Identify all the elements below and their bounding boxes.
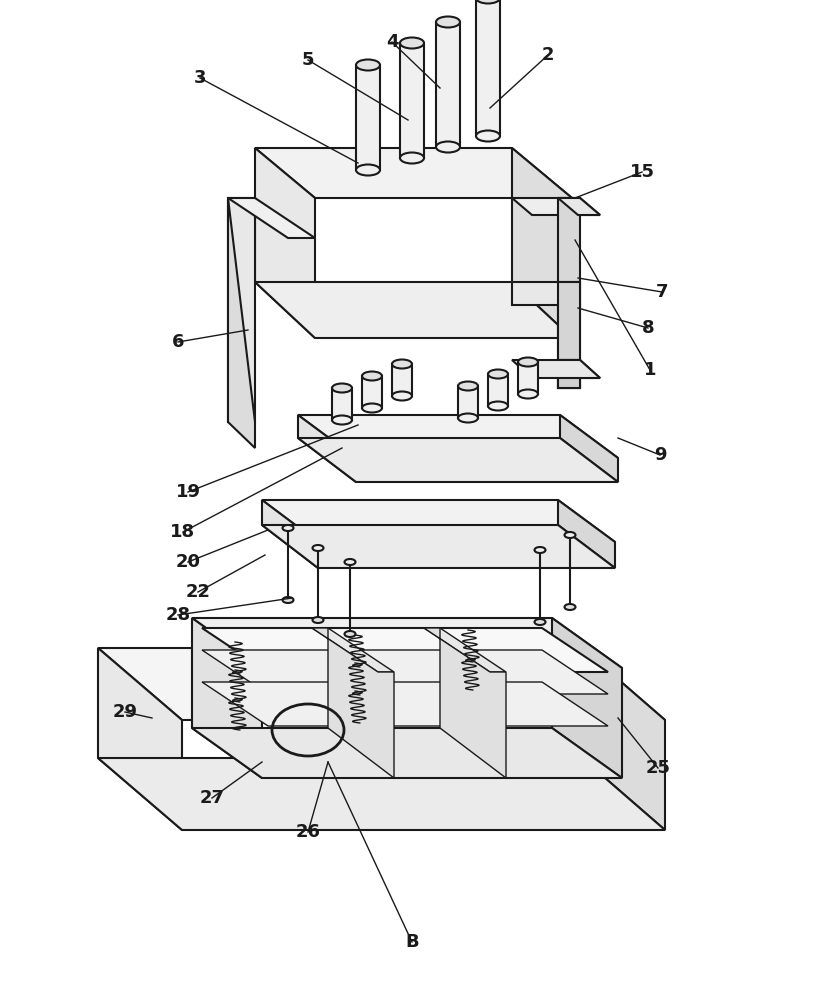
Polygon shape [424,628,506,778]
Ellipse shape [356,60,380,70]
Text: 6: 6 [172,333,184,351]
Polygon shape [400,43,424,158]
Polygon shape [362,376,382,408]
Polygon shape [312,628,394,778]
Text: 9: 9 [654,446,666,464]
Text: 20: 20 [175,553,200,571]
Ellipse shape [488,369,508,378]
Polygon shape [558,360,600,378]
Text: B: B [405,933,419,951]
Polygon shape [298,415,618,458]
Polygon shape [436,22,460,147]
Text: 3: 3 [194,69,206,87]
Ellipse shape [392,360,412,368]
Polygon shape [512,282,580,305]
Polygon shape [262,500,615,542]
Polygon shape [255,148,315,338]
Ellipse shape [518,358,538,366]
Polygon shape [228,198,315,238]
Polygon shape [192,728,622,778]
Polygon shape [392,364,412,396]
Polygon shape [228,198,255,448]
Polygon shape [312,628,394,672]
Ellipse shape [362,403,382,412]
Ellipse shape [312,545,324,551]
Polygon shape [98,648,182,830]
Ellipse shape [400,37,424,48]
Polygon shape [558,198,600,215]
Ellipse shape [436,141,460,152]
Polygon shape [488,374,508,406]
Polygon shape [332,388,352,420]
Polygon shape [255,148,572,198]
Polygon shape [424,628,506,672]
Polygon shape [512,148,572,338]
Polygon shape [262,525,615,568]
Polygon shape [192,618,622,668]
Ellipse shape [362,371,382,380]
Ellipse shape [535,619,545,625]
Ellipse shape [458,414,478,422]
Text: 28: 28 [165,606,191,624]
Polygon shape [476,0,500,136]
Ellipse shape [400,152,424,163]
Text: 26: 26 [296,823,320,841]
Ellipse shape [476,0,500,3]
Ellipse shape [518,389,538,398]
Text: 1: 1 [644,361,656,379]
Polygon shape [552,618,622,778]
Polygon shape [298,438,618,482]
Ellipse shape [476,130,500,141]
Polygon shape [262,500,318,568]
Polygon shape [202,650,608,694]
Ellipse shape [565,604,575,610]
Text: 5: 5 [302,51,315,69]
Polygon shape [255,282,572,338]
Polygon shape [512,360,600,378]
Text: 15: 15 [629,163,654,181]
Polygon shape [558,198,580,388]
Ellipse shape [392,391,412,400]
Polygon shape [558,500,615,568]
Text: 29: 29 [112,703,138,721]
Text: 18: 18 [170,523,196,541]
Ellipse shape [345,631,355,637]
Ellipse shape [535,547,545,553]
Polygon shape [558,282,580,388]
Text: 8: 8 [641,319,654,337]
Ellipse shape [458,381,478,390]
Text: 7: 7 [656,283,668,301]
Ellipse shape [345,559,355,565]
Text: 19: 19 [175,483,200,501]
Polygon shape [98,648,665,720]
Text: 2: 2 [542,46,554,64]
Polygon shape [202,628,608,672]
Ellipse shape [312,617,324,623]
Polygon shape [582,648,665,830]
Polygon shape [512,198,600,215]
Ellipse shape [436,16,460,27]
Text: 22: 22 [186,583,210,601]
Polygon shape [458,386,478,418]
Polygon shape [298,415,356,482]
Polygon shape [228,198,255,422]
Polygon shape [202,682,608,726]
Polygon shape [558,360,580,388]
Text: 4: 4 [385,33,399,51]
Ellipse shape [488,401,508,410]
Text: 27: 27 [200,789,224,807]
Ellipse shape [283,525,293,531]
Polygon shape [518,362,538,394]
Ellipse shape [356,164,380,176]
Ellipse shape [565,532,575,538]
Polygon shape [98,758,665,830]
Polygon shape [192,618,262,778]
Ellipse shape [283,597,293,603]
Polygon shape [356,65,380,170]
Ellipse shape [332,383,352,392]
Polygon shape [560,415,618,482]
Ellipse shape [332,416,352,424]
Text: 25: 25 [645,759,671,777]
